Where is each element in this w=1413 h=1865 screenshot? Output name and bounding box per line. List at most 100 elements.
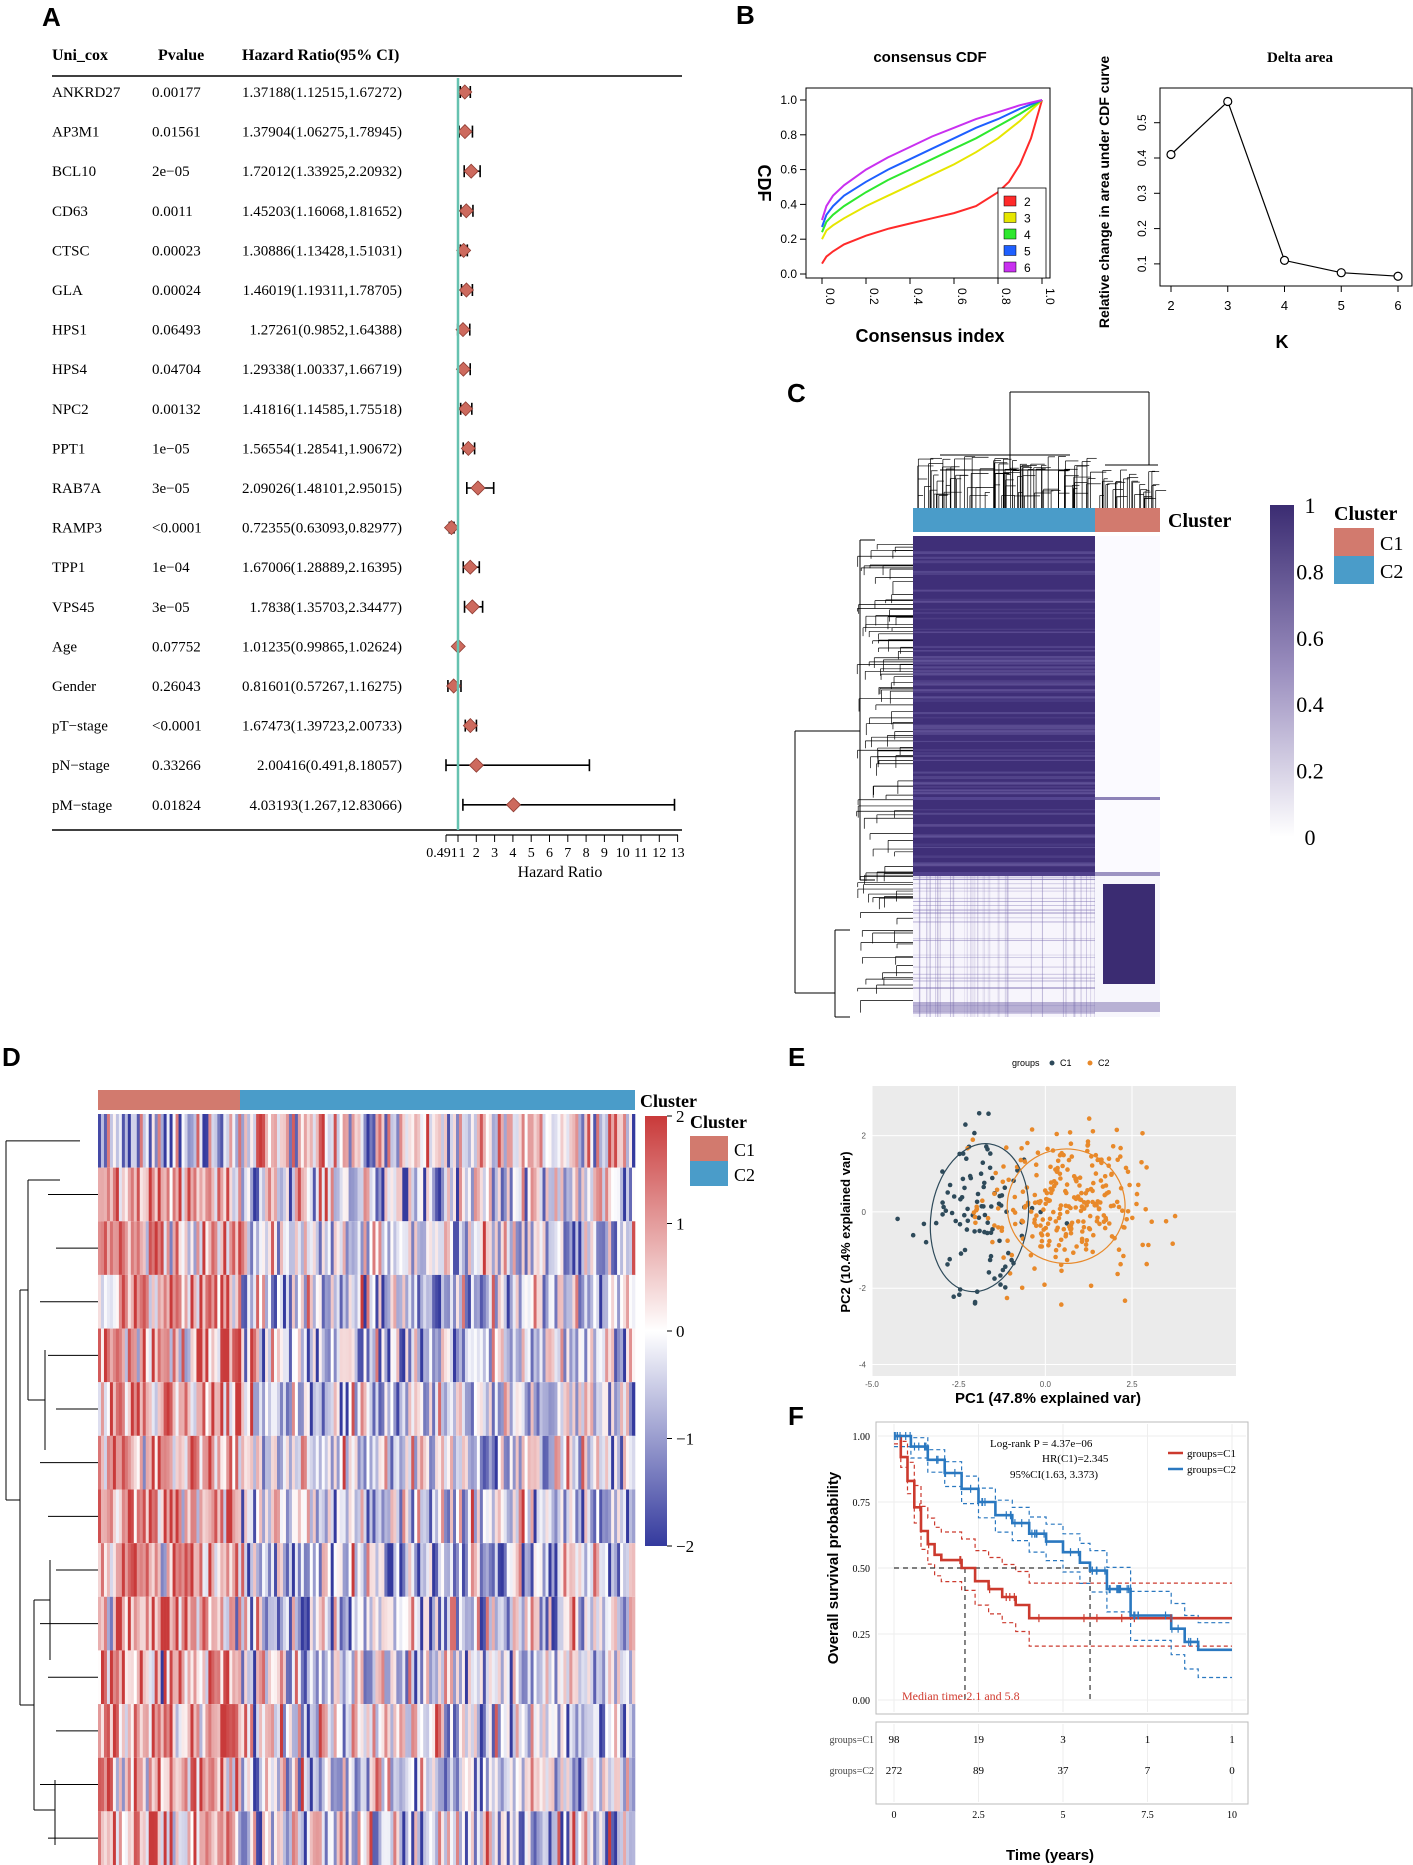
heatmap-cell <box>429 1382 433 1437</box>
heatmap-cell <box>145 1114 150 1168</box>
heatmap-cell <box>187 1435 191 1490</box>
heatmap-cell <box>312 1489 317 1544</box>
heatmap-cell <box>244 1489 248 1544</box>
heatmap-cell <box>265 1811 269 1865</box>
heatmap-cell <box>172 1704 176 1759</box>
heatmap-cell <box>408 1328 412 1383</box>
heatmap-cell <box>381 1221 385 1276</box>
heatmap-cell <box>464 1757 469 1812</box>
heatmap-cell <box>333 1274 337 1329</box>
heatmap-cell <box>399 1704 403 1759</box>
point-c2 <box>1012 1194 1018 1200</box>
heatmap-cell <box>545 1543 549 1598</box>
point-c2 <box>1121 1253 1126 1259</box>
heatmap-cell <box>193 1114 197 1168</box>
point-c2 <box>1069 1154 1075 1159</box>
col-stripe <box>1062 876 1064 1017</box>
heatmap-cell <box>453 1650 457 1705</box>
heatmap-cell <box>196 1543 200 1598</box>
heatmap-cell <box>408 1435 412 1490</box>
heatmap-cell <box>282 1435 287 1490</box>
row-stripe <box>913 876 1095 878</box>
heatmap-cell <box>453 1382 457 1437</box>
point-c1 <box>965 1206 970 1212</box>
heatmap-body <box>98 1114 636 1865</box>
heatmap-cell <box>169 1704 173 1759</box>
heatmap-cell <box>151 1382 155 1437</box>
heatmap-cell <box>381 1328 385 1383</box>
heatmap-cell <box>327 1167 331 1222</box>
heatmap-cell <box>211 1167 215 1222</box>
heatmap-cell <box>265 1757 269 1812</box>
heatmap-cell <box>551 1650 555 1705</box>
heatmap-cell <box>467 1704 472 1759</box>
heatmap-cell <box>587 1114 591 1168</box>
hr-diamond <box>458 282 474 298</box>
point-c1 <box>986 1270 992 1275</box>
heatmap-cell <box>172 1435 176 1490</box>
heatmap-cell <box>384 1382 388 1437</box>
heatmap-cell <box>608 1543 612 1598</box>
heatmap-cell <box>321 1596 326 1651</box>
heatmap-cell <box>241 1757 245 1812</box>
heatmap-cell <box>268 1650 272 1705</box>
heatmap-cell <box>205 1435 209 1490</box>
heatmap-cell <box>223 1382 227 1437</box>
heatmap-cell <box>118 1382 123 1437</box>
heatmap-cell <box>464 1489 469 1544</box>
heatmap-cell <box>539 1114 543 1168</box>
heatmap-cell <box>127 1489 132 1544</box>
heatmap-cell <box>303 1596 308 1651</box>
heatmap-cell <box>617 1114 621 1168</box>
heatmap-cell <box>360 1167 364 1222</box>
col-stripe <box>966 876 968 1017</box>
heatmap-cell <box>330 1274 334 1329</box>
heatmap-cell <box>196 1489 200 1544</box>
row-stripe <box>913 789 1095 792</box>
heatmap-cell <box>321 1114 326 1168</box>
heatmap-cell <box>447 1114 451 1168</box>
heatmap-cell <box>214 1596 218 1651</box>
legend-title: Cluster <box>690 1112 747 1132</box>
heatmap-cell <box>420 1596 424 1651</box>
heatmap-cell <box>470 1489 475 1544</box>
heatmap-cell <box>327 1435 331 1490</box>
point-c2 <box>1071 1250 1076 1255</box>
heatmap-cell <box>142 1489 147 1544</box>
heatmap-cell <box>223 1811 227 1865</box>
heatmap-cell <box>148 1435 152 1490</box>
heatmap-cell <box>363 1704 367 1759</box>
heatmap-cell <box>399 1328 403 1383</box>
heatmap-cell <box>136 1489 141 1544</box>
heatmap-cell <box>157 1435 161 1490</box>
heatmap-cell <box>235 1274 239 1329</box>
heatmap-cell <box>217 1543 221 1598</box>
heatmap-cell <box>142 1274 147 1329</box>
heatmap-cell <box>518 1704 522 1759</box>
heatmap-cell <box>467 1650 472 1705</box>
heatmap-cell <box>372 1382 376 1437</box>
heatmap-cell <box>473 1328 478 1383</box>
heatmap-cell <box>106 1382 111 1437</box>
heatmap-cell <box>575 1382 579 1437</box>
heatmap-cell <box>348 1274 352 1329</box>
heatmap-cell <box>294 1328 299 1383</box>
x-tick-label: 7 <box>564 846 571 861</box>
heatmap-cell <box>620 1221 624 1276</box>
heatmap-cell <box>351 1435 355 1490</box>
point-c2 <box>1029 1127 1035 1132</box>
heatmap-cell <box>488 1328 493 1383</box>
heatmap-cell <box>154 1543 158 1598</box>
heatmap-cell <box>620 1757 624 1812</box>
heatmap-cell <box>539 1704 543 1759</box>
heatmap-cell <box>348 1757 352 1812</box>
heatmap-cell <box>327 1328 331 1383</box>
row-name: HPS4 <box>52 362 88 378</box>
heatmap-cell <box>321 1382 326 1437</box>
heatmap-cell <box>285 1596 290 1651</box>
heatmap-cell <box>509 1757 513 1812</box>
point-c1 <box>945 1262 950 1267</box>
row-stripe <box>913 777 1095 780</box>
x-tick-label: 0.0 <box>1040 1380 1052 1389</box>
heatmap-cell <box>423 1167 427 1222</box>
